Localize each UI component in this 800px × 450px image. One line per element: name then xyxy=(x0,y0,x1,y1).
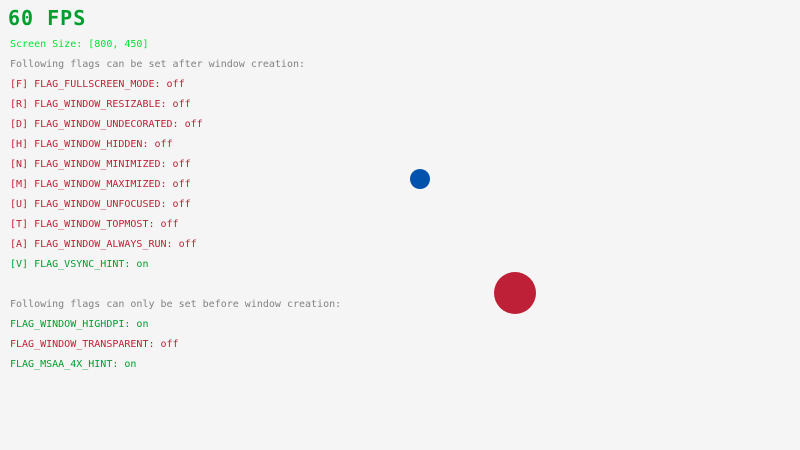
flag-row-window-topmost: [T] FLAG_WINDOW_TOPMOST: off xyxy=(10,219,179,230)
flag-row-window-hidden: [H] FLAG_WINDOW_HIDDEN: off xyxy=(10,139,173,150)
flags-after-list: [F] FLAG_FULLSCREEN_MODE: off [R] FLAG_W… xyxy=(10,79,203,279)
flag-row-window-highdpi: FLAG_WINDOW_HIGHDPI: on xyxy=(10,319,149,330)
flag-row-window-maximized: [M] FLAG_WINDOW_MAXIMIZED: off xyxy=(10,179,191,190)
flag-row-vsync-hint: [V] FLAG_VSYNC_HINT: on xyxy=(10,259,149,270)
flags-before-list: FLAG_WINDOW_HIGHDPI: on FLAG_WINDOW_TRAN… xyxy=(10,319,179,379)
flag-row-window-resizable: [R] FLAG_WINDOW_RESIZABLE: off xyxy=(10,99,191,110)
fps-counter: 60 FPS xyxy=(8,6,87,30)
flag-row-window-unfocused: [U] FLAG_WINDOW_UNFOCUSED: off xyxy=(10,199,191,210)
screen-size-label: Screen Size: [800, 450] xyxy=(10,39,149,50)
flag-row-window-minimized: [N] FLAG_WINDOW_MINIMIZED: off xyxy=(10,159,191,170)
bouncing-ball-blue xyxy=(410,169,430,189)
flag-row-window-undecorated: [D] FLAG_WINDOW_UNDECORATED: off xyxy=(10,119,203,130)
flags-before-header: Following flags can only be set before w… xyxy=(10,299,342,310)
flag-row-window-transparent: FLAG_WINDOW_TRANSPARENT: off xyxy=(10,339,179,350)
flag-row-window-always-run: [A] FLAG_WINDOW_ALWAYS_RUN: off xyxy=(10,239,197,250)
flag-row-msaa-4x-hint: FLAG_MSAA_4X_HINT: on xyxy=(10,359,137,370)
bouncing-ball-red xyxy=(494,272,536,314)
flag-row-fullscreen-mode: [F] FLAG_FULLSCREEN_MODE: off xyxy=(10,79,185,90)
flags-after-header: Following flags can be set after window … xyxy=(10,59,306,70)
